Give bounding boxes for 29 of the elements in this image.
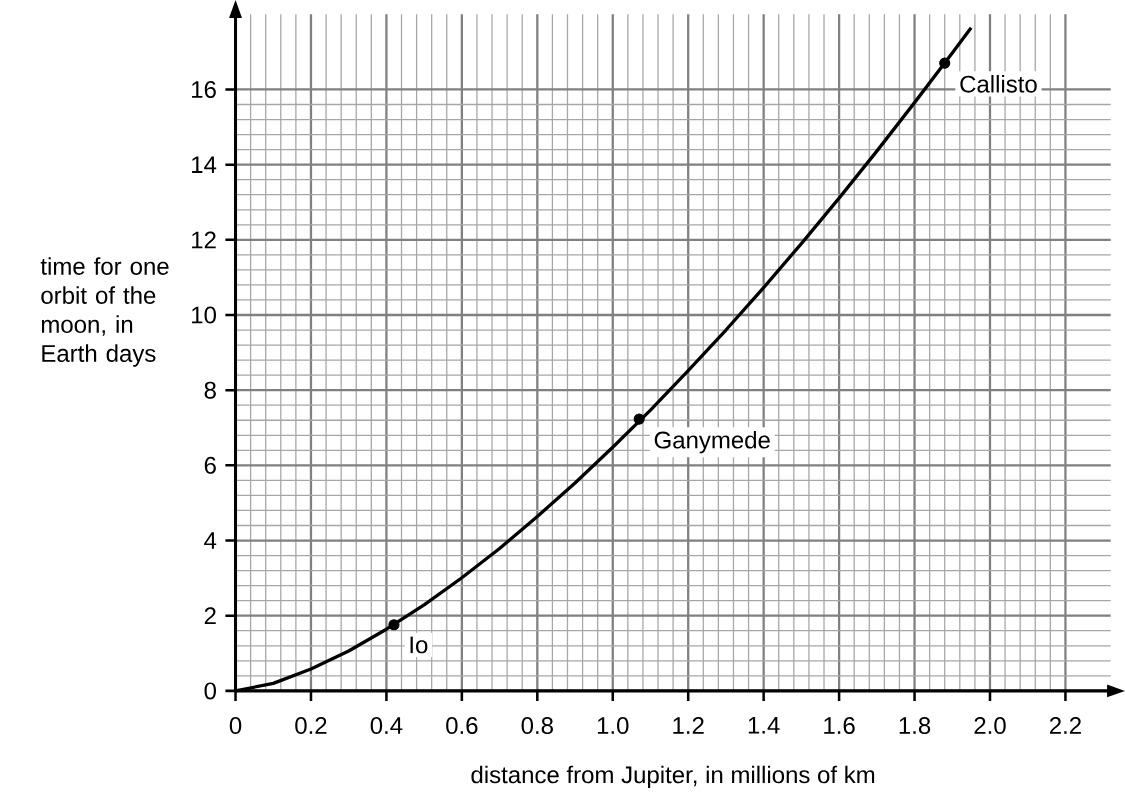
annotation: Callisto [960, 75, 1037, 93]
y-tick-label: 10 [192, 306, 216, 324]
y-tick-label: 16 [192, 80, 216, 98]
annotation: Ganymede [654, 430, 770, 454]
x-tick-label: 0 [229, 717, 242, 735]
x-tick-label: 0.4 [370, 717, 403, 735]
x-tick-label: 1.0 [597, 717, 629, 735]
x-axis-title: distance from Jupiter, in millions of km [471, 765, 875, 789]
y-tick-label: 0 [204, 682, 216, 700]
point [633, 413, 645, 425]
y-tick-label: 8 [204, 381, 216, 399]
x-tick-label: 0.2 [295, 717, 327, 735]
y-axis-title: time for one orbit of the moon, in Earth days [40, 257, 169, 367]
point [939, 57, 951, 69]
x-tick-label: 2.2 [1049, 717, 1081, 734]
y-tick-label: 4 [204, 532, 217, 549]
y-tick-label: 14 [192, 156, 217, 173]
annotation: Io [410, 636, 428, 654]
x-tick-label: 1.8 [899, 717, 931, 735]
y-tick-label: 2 [204, 607, 216, 625]
x-tick-label: 1.4 [748, 717, 780, 734]
x-tick-label: 1.6 [824, 717, 855, 735]
x-tick-label: 0.8 [521, 717, 553, 735]
x-tick-label: 2.0 [974, 717, 1006, 735]
y-tick-label: 6 [204, 456, 216, 474]
x-tick-label: 1.2 [673, 717, 704, 734]
x-tick-label: 0.6 [446, 717, 478, 735]
point [388, 619, 400, 631]
y-tick-label: 12 [192, 231, 216, 249]
